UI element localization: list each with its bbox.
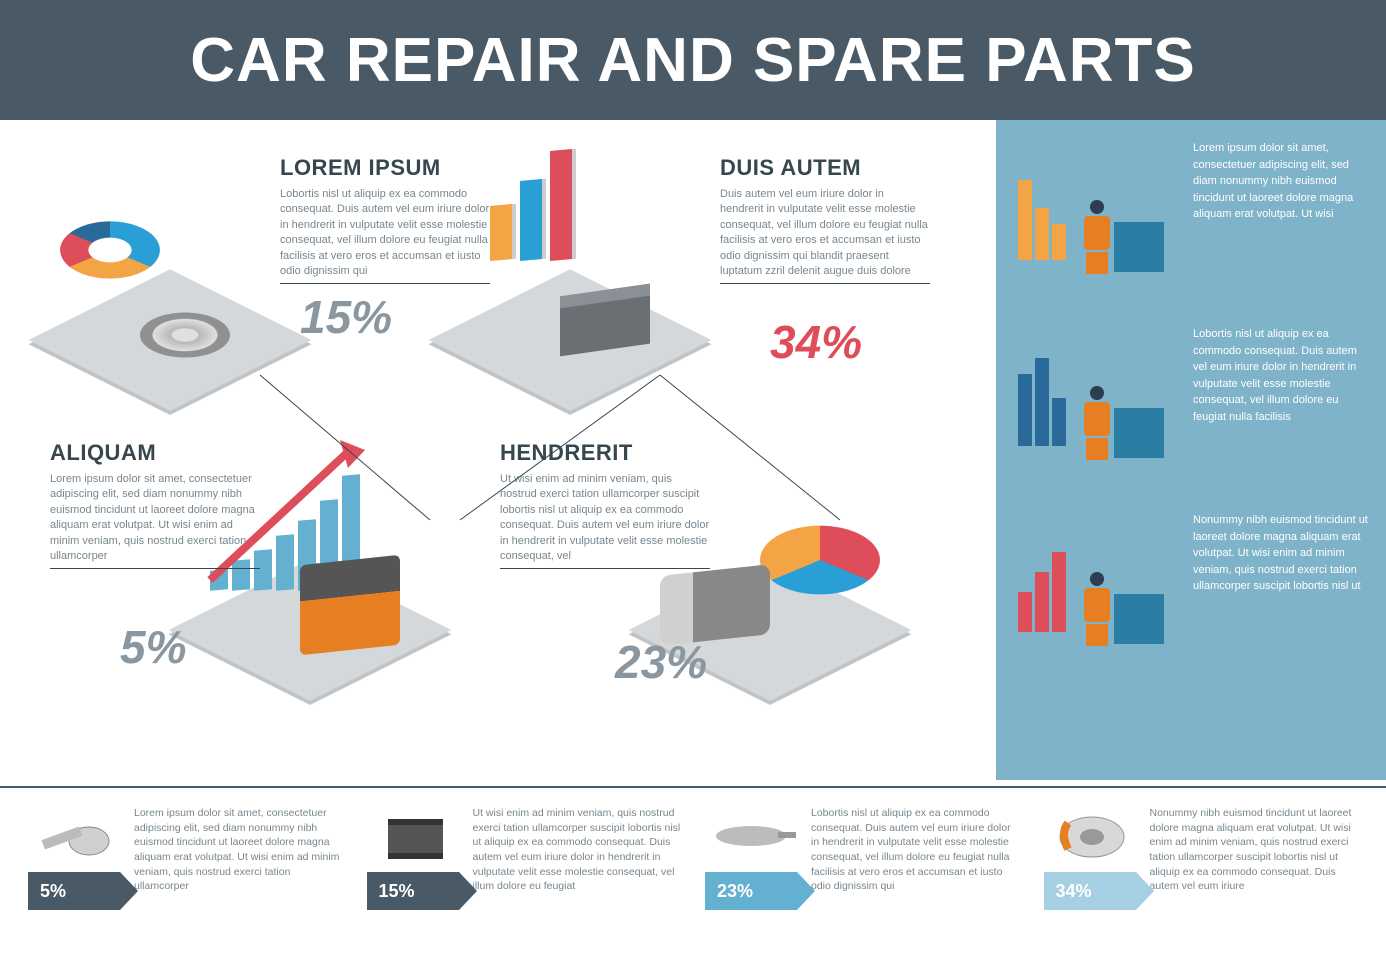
info-duis: DUIS AUTEM Duis autem vel eum iriure dolo… [720, 155, 930, 284]
arrow-tip [1136, 872, 1154, 910]
bar-1 [520, 179, 542, 261]
info-aliquam: ALIQUAM Lorem ipsum dolor sit amet, conse… [50, 440, 260, 569]
percent-lorem: 15% [300, 290, 392, 344]
sidebar-text-1: Lobortis nisl ut aliquip ex ea commodo c… [1193, 326, 1368, 425]
footer-text-1: Ut wisi enim ad minim veniam, quis nostr… [473, 806, 682, 910]
sidebar-bar [1052, 224, 1066, 260]
arrow-tip [120, 872, 138, 910]
sidebar-text-2: Nonummy nibh euismod tincidunt ut laoree… [1193, 512, 1368, 595]
footer-item-0: 5% Lorem ipsum dolor sit amet, consectetu… [28, 806, 343, 910]
sidebar-chart-1 [1014, 326, 1179, 486]
info-title: ALIQUAM [50, 440, 260, 466]
sidebar-item-1: Lobortis nisl ut aliquip ex ea commodo c… [1014, 326, 1368, 486]
piston-icon [29, 806, 119, 866]
info-underline [720, 283, 930, 284]
footer-arrow-2: 23% [705, 872, 797, 910]
footer-arrow-1: 15% [367, 872, 459, 910]
info-underline [280, 283, 490, 284]
sidebar-bar [1052, 398, 1066, 446]
brake-disc-icon [1045, 806, 1135, 866]
tire-machine-icon [1114, 594, 1164, 644]
footer-percent: 23% [717, 881, 753, 902]
wheel-rim-icon [140, 313, 230, 358]
sidebar-bar [1035, 358, 1049, 446]
sidebar-bar [1018, 592, 1032, 632]
sidebar-chart-0 [1014, 140, 1179, 300]
header-banner: CAR REPAIR AND SPARE PARTS [0, 0, 1386, 120]
footer-item-3: 34% Nonummy nibh euismod tincidunt ut lao… [1044, 806, 1359, 910]
mechanic-icon [1082, 386, 1112, 456]
donut-chart [60, 221, 160, 278]
sidebar-bar [1018, 180, 1032, 260]
footer-text-2: Lobortis nisl ut aliquip ex ea commodo c… [811, 806, 1020, 910]
main-row: LOREM IPSUM Lobortis nisl ut aliquip ex e… [0, 120, 1386, 780]
sidebar-bar [1052, 552, 1066, 632]
footer-item-2: 23% Lobortis nisl ut aliquip ex ea commod… [705, 806, 1020, 910]
sidebar-item-0: Lorem ipsum dolor sit amet, consectetuer… [1014, 140, 1368, 300]
sidebar-bar [1035, 572, 1049, 632]
arrow-tip [459, 872, 477, 910]
info-underline [500, 568, 710, 569]
mechanic-icon [1082, 572, 1112, 642]
sidebar: Lorem ipsum dolor sit amet, consectetuer… [996, 120, 1386, 780]
engine-icon [300, 555, 400, 656]
footer-percent: 15% [379, 881, 415, 902]
main-canvas: LOREM IPSUM Lobortis nisl ut aliquip ex e… [0, 120, 996, 780]
percent-hendrerit: 23% [615, 635, 707, 689]
sidebar-text-0: Lorem ipsum dolor sit amet, consectetuer… [1193, 140, 1368, 223]
footer-percent: 34% [1056, 881, 1092, 902]
bar-2 [550, 149, 572, 261]
info-underline [50, 568, 260, 569]
percent-duis: 34% [770, 315, 862, 369]
footer-row: 5% Lorem ipsum dolor sit amet, consectetu… [0, 786, 1386, 928]
info-body: Lorem ipsum dolor sit amet, consectetuer… [50, 472, 260, 564]
info-title: HENDRERIT [500, 440, 710, 466]
footer-text-3: Nonummy nibh euismod tincidunt ut laoree… [1150, 806, 1359, 910]
footer-item-1: 15% Ut wisi enim ad minim veniam, quis no… [367, 806, 682, 910]
info-title: DUIS AUTEM [720, 155, 930, 181]
tire-machine-icon [1114, 408, 1164, 458]
info-body: Lobortis nisl ut aliquip ex ea commodo c… [280, 187, 490, 279]
sidebar-item-2: Nonummy nibh euismod tincidunt ut laoree… [1014, 512, 1368, 672]
percent-aliquam: 5% [120, 620, 186, 674]
muffler-icon [706, 806, 796, 866]
tire-machine-icon [1114, 222, 1164, 272]
mechanic-icon [1082, 200, 1112, 270]
footer-arrow-3: 34% [1044, 872, 1136, 910]
radiator-icon [368, 806, 458, 866]
footer-percent: 5% [40, 881, 66, 902]
arrow-tip [797, 872, 815, 910]
pie-chart [760, 526, 880, 595]
sidebar-bar [1018, 374, 1032, 446]
battery-icon [560, 284, 650, 357]
page-title: CAR REPAIR AND SPARE PARTS [190, 25, 1195, 96]
footer-text-0: Lorem ipsum dolor sit amet, consectetuer… [134, 806, 343, 910]
info-hendrerit: HENDRERIT Ut wisi enim ad minim veniam, q… [500, 440, 710, 569]
alternator-icon [660, 564, 770, 646]
sidebar-bar [1035, 208, 1049, 260]
info-body: Ut wisi enim ad minim veniam, quis nostr… [500, 472, 710, 564]
sidebar-chart-2 [1014, 512, 1179, 672]
footer-arrow-0: 5% [28, 872, 120, 910]
info-lorem: LOREM IPSUM Lobortis nisl ut aliquip ex e… [280, 155, 490, 284]
info-title: LOREM IPSUM [280, 155, 490, 181]
info-body: Duis autem vel eum iriure dolor in hendr… [720, 187, 930, 279]
bar-0 [490, 204, 512, 261]
